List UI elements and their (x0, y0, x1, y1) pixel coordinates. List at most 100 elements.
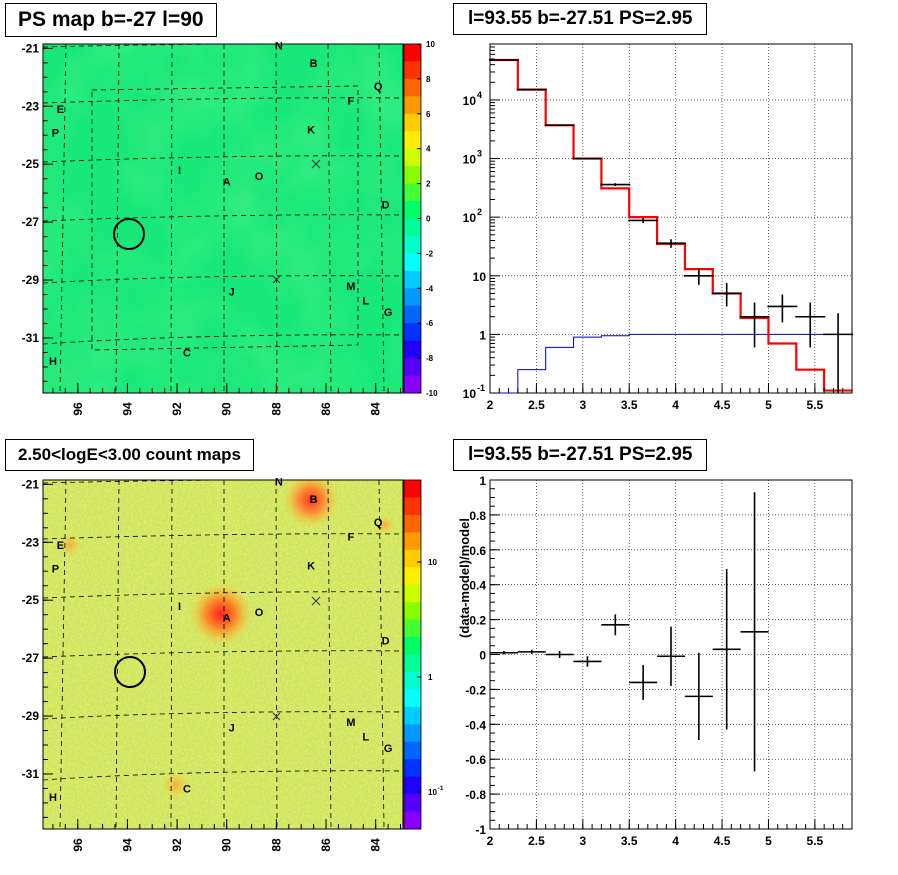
spectrum-y-tick-label: 10 (463, 153, 477, 167)
count-map-x-tick-label: 88 (269, 838, 283, 852)
count-map-x-tick-label: 96 (71, 838, 85, 852)
residuals-series (489, 492, 769, 772)
spectrum-data-point (600, 183, 631, 187)
spectrum-data-point (544, 124, 575, 127)
count-map-x-tick-label: 92 (170, 838, 184, 852)
count-map-y-tick-label: -25 (22, 593, 40, 607)
ps-map-colorbar-tick: 0 (426, 215, 431, 224)
residual-data-point (545, 651, 574, 658)
ps-map-source-label: A (223, 177, 231, 189)
spectrum-y-tick-label: 1 (479, 328, 486, 342)
count-map-colorbar-tick: 10 (428, 788, 437, 797)
residuals-y-tick-label: -1 (475, 823, 486, 837)
residuals-y-tick-label: 0.4 (469, 579, 486, 593)
spectrum-data-point (823, 313, 854, 393)
spectrum-y-tick-label: 10 (463, 211, 477, 225)
residual-data-point (657, 626, 685, 686)
ps-map-source-label: P (52, 127, 59, 139)
ps-map-source-label: D (382, 200, 390, 212)
spectrum-data-point (711, 283, 742, 307)
residual-data-point (740, 492, 769, 772)
ps-map-cross-marker-2 (272, 275, 281, 284)
spectrum-data-point (739, 302, 770, 348)
spectrum-data-point (516, 88, 547, 91)
ps-map-x-tick-label: 84 (369, 402, 383, 416)
count-map-source-label: M (346, 717, 355, 729)
count-map-source-label: A (223, 613, 231, 625)
ps-map-source-label: F (347, 95, 354, 107)
spectrum-data-point (795, 302, 826, 348)
spectrum-data-point (656, 239, 686, 248)
ps-map-roi-circle (113, 218, 145, 250)
count-map-hotspot-b (283, 480, 339, 528)
count-map-source-label: E (57, 540, 64, 552)
spectrum-y-tick-exponent: -1 (477, 383, 485, 393)
count-map-title: 2.50<logE<3.00 count maps (5, 439, 254, 471)
count-map-source-label: P (52, 563, 59, 575)
spectrum-data-point (767, 294, 798, 323)
residuals-x-tick-label: 2 (487, 834, 494, 848)
spectrum-x-tick-label: 2.5 (528, 398, 545, 412)
ps-map-title: PS map b=-27 l=90 (5, 3, 217, 37)
count-map-x-tick-label: 84 (369, 838, 383, 852)
ps-map-x-tick-label: 96 (71, 402, 85, 416)
count-map-source-label: K (307, 560, 315, 572)
count-map-grid (43, 480, 403, 829)
count-map-source-label: J (229, 723, 235, 735)
ps-map-colorbar-tick: 2 (426, 180, 431, 189)
count-map-source-label: O (255, 607, 264, 619)
spectrum-title: l=93.55 b=-27.51 PS=2.95 (453, 3, 708, 35)
ps-map-source-label: B (310, 58, 318, 70)
residuals-grid (489, 479, 852, 830)
spectrum-y-tick-exponent: 4 (477, 90, 482, 100)
ps-map-source-label: E (57, 104, 64, 116)
count-map-axes: 96 94 92 90 88 86 84 -21 -23 -25 -27 -29 -31 (22, 477, 402, 852)
count-map-x-tick-label: 90 (220, 838, 234, 852)
residuals-title: l=93.55 b=-27.51 PS=2.95 (453, 439, 708, 471)
count-map-source-labels: N B Q F E K P I O A D M J L G C H (49, 476, 392, 804)
spectrum-x-tick-label: 2 (487, 398, 494, 412)
count-map-colorbar-tick: 10 (428, 558, 437, 567)
spectrum-x-tick-label: 3.5 (621, 398, 638, 412)
ps-map-colorbar-tick: 8 (426, 75, 431, 84)
residuals-y-tick-label: -0.6 (465, 753, 486, 767)
spectrum-series (488, 58, 854, 394)
count-map-source-label: N (275, 476, 283, 488)
residuals-y-tick-label: 0.2 (469, 614, 486, 628)
count-map-source-label: I (178, 601, 181, 613)
residuals-plot: 2 2.5 3 3.5 4 4.5 5 5.5 1 0.8 0.6 0.4 0.2 0 -0.2 -0.4 -0… (457, 474, 853, 848)
ps-map-y-tick-label: -23 (22, 99, 40, 113)
residuals-y-tick-label: 0.6 (469, 544, 486, 558)
residuals-x-tick-label: 3.5 (621, 834, 638, 848)
ps-map-x-tick-label: 94 (120, 402, 134, 416)
residuals-y-tick-label: -0.2 (465, 683, 486, 697)
ps-map-colorbar-tick: 4 (426, 145, 431, 154)
residuals-ylabel: (data-model)/model (457, 518, 472, 638)
count-map-hotspot-a (189, 582, 253, 646)
residuals-x-tick-label: 4.5 (714, 834, 731, 848)
ps-map-y-tick-label: -25 (22, 157, 40, 171)
residuals-y-tick-label: -0.8 (465, 788, 486, 802)
ps-map-y-tick-label: -31 (22, 331, 40, 345)
residuals-x-tick-label: 3 (579, 834, 586, 848)
ps-map-x-tick-label: 90 (220, 402, 234, 416)
ps-map-colorbar-tick: -2 (426, 249, 434, 258)
ps-map-grid (43, 44, 403, 393)
ps-map-y-tick-label: -29 (22, 273, 40, 287)
spectrum-x-tick-label: 3 (579, 398, 586, 412)
spectrum-x-tick-label: 4 (672, 398, 679, 412)
ps-map-source-label: H (49, 356, 57, 368)
residuals-y-tick-label: 0.8 (469, 509, 486, 523)
count-map-x-tick-label: 94 (120, 838, 134, 852)
ps-map-colorbar-tick: -6 (426, 319, 434, 328)
residuals-y-tick-label: -0.4 (465, 718, 486, 732)
count-map-x-tick-label: 86 (319, 838, 333, 852)
count-map-y-tick-label: -27 (22, 651, 40, 665)
ps-map-x-tick-label: 86 (319, 402, 333, 416)
ps-map-source-label: J (229, 287, 235, 299)
residuals-y-tick-label: 0 (479, 649, 486, 663)
ps-map-source-label: C (183, 347, 191, 359)
